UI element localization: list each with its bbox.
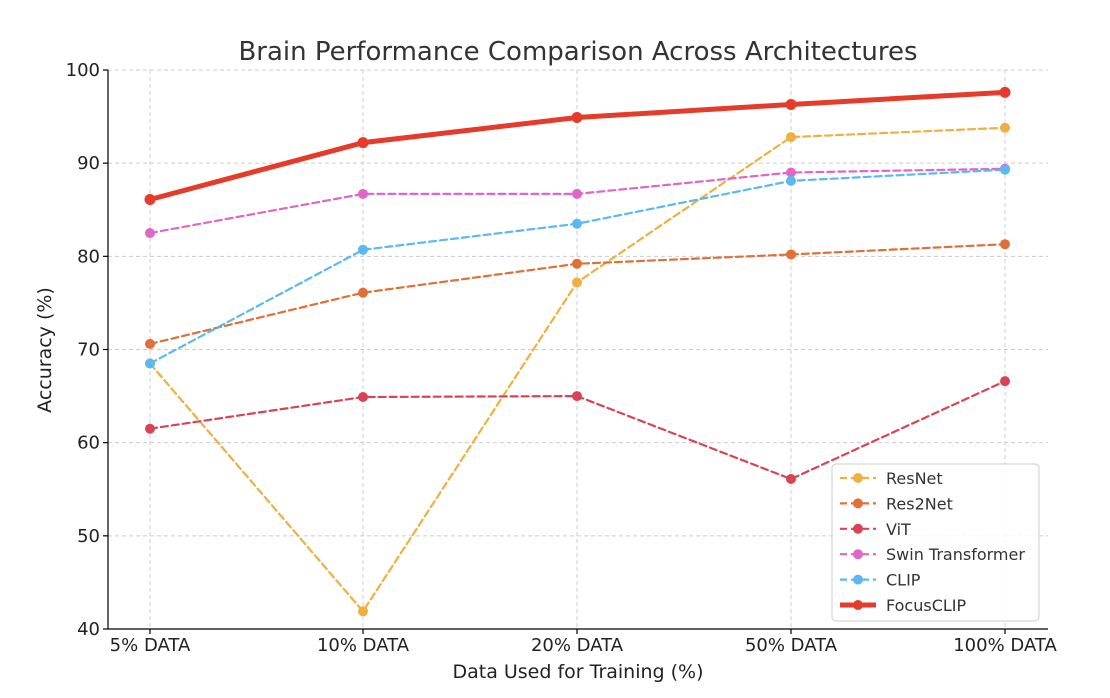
data-point-res2net [1000, 239, 1010, 250]
data-point-clip [1000, 164, 1010, 175]
data-point-focusclip [571, 112, 583, 124]
data-point-res2net [145, 338, 155, 349]
legend-label: ResNet [886, 469, 943, 488]
legend-marker [853, 574, 863, 585]
data-point-res2net [572, 258, 582, 269]
series-focusclip [144, 86, 1011, 206]
legend-item-focusclip: FocusCLIP [840, 596, 967, 615]
data-point-swin-transformer [358, 188, 368, 199]
legend-item-resnet: ResNet [840, 469, 943, 488]
legend-marker [853, 600, 863, 610]
x-tick-label: 10% DATA [317, 635, 410, 656]
x-tick-label: 20% DATA [531, 635, 624, 656]
y-tick-label: 80 [77, 246, 100, 267]
data-point-vit [358, 392, 368, 403]
data-point-clip [572, 218, 582, 229]
legend: ResNet Res2Net ViT Swin Transformer CLIP Focu… [831, 463, 1040, 622]
legend-item-res2net: Res2Net [840, 494, 953, 513]
legend-label: CLIP [886, 571, 921, 590]
y-tick-label: 40 [77, 619, 100, 640]
series-res2net [145, 239, 1010, 349]
data-point-resnet [358, 606, 368, 617]
legend-marker [853, 473, 863, 483]
y-axis-label: Accuracy (%) [34, 287, 56, 413]
legend-marker [853, 523, 863, 534]
legend-label: ViT [886, 520, 911, 539]
data-point-vit [145, 423, 155, 434]
legend-item-vit: ViT [840, 520, 911, 539]
y-tick-label: 90 [77, 153, 100, 174]
data-point-vit [572, 391, 582, 402]
legend-label: FocusCLIP [886, 596, 967, 615]
data-point-focusclip [144, 194, 156, 206]
chart-title: Brain Performance Comparison Across Arch… [238, 37, 917, 67]
x-axis-label: Data Used for Training (%) [452, 661, 703, 683]
data-point-resnet [786, 132, 796, 143]
data-point-resnet [572, 277, 582, 288]
x-tick-label: 50% DATA [745, 635, 838, 656]
data-point-focusclip [999, 86, 1011, 98]
legend-item-clip: CLIP [840, 571, 921, 590]
series-vit [145, 376, 1010, 485]
grid [108, 69, 1048, 630]
legend-marker [853, 549, 863, 560]
series-group [144, 86, 1011, 617]
legend-label: Swin Transformer [886, 545, 1025, 564]
data-point-vit [1000, 376, 1010, 387]
legend-marker [853, 498, 863, 509]
data-point-swin-transformer [145, 228, 155, 239]
x-tick-label: 100% DATA [953, 635, 1057, 656]
legend-frame [831, 463, 1040, 622]
legend-label: Res2Net [886, 494, 953, 513]
x-tick-label: 5% DATA [110, 635, 191, 656]
tick-labels: 40 50 60 70 80 90 100 5% DATA 10% DATA 20% DATA 50… [66, 60, 1058, 656]
y-tick-label: 50 [77, 526, 100, 547]
data-point-res2net [358, 287, 368, 298]
data-point-focusclip [785, 98, 797, 110]
data-point-vit [786, 474, 796, 485]
data-point-res2net [786, 249, 796, 260]
data-point-clip [786, 175, 796, 186]
data-point-swin-transformer [786, 167, 796, 178]
data-point-clip [358, 244, 368, 255]
y-tick-label: 60 [77, 433, 100, 454]
legend-item-swin-transformer: Swin Transformer [840, 545, 1025, 564]
data-point-focusclip [357, 137, 369, 149]
data-point-swin-transformer [572, 188, 582, 199]
y-tick-label: 100 [66, 60, 100, 81]
y-tick-label: 70 [77, 340, 100, 361]
data-point-resnet [1000, 122, 1010, 133]
series-clip [145, 164, 1010, 369]
data-point-clip [145, 358, 155, 369]
